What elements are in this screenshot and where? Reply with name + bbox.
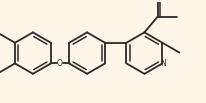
- Text: N: N: [160, 59, 166, 68]
- Text: O: O: [57, 59, 63, 68]
